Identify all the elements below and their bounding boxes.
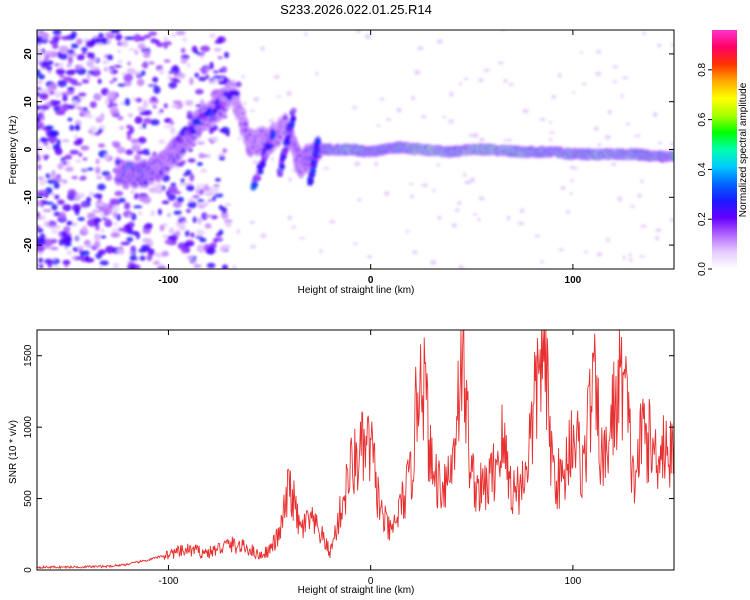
snr-panel: -100 0 100 0 500 1000 1500 Height of straight…	[8, 329, 675, 596]
spectrogram-y-tick-label: -20	[23, 237, 34, 252]
figure-title: S233.2026.022.01.25.R14	[280, 2, 432, 17]
spectrogram-y-ticks: -20 -10 0 10 20	[23, 48, 674, 252]
snr-x-tick-label: 0	[368, 576, 374, 587]
spectrogram-heatmap	[37, 30, 674, 269]
snr-frame	[36, 329, 675, 571]
snr-y-tick-label: 500	[23, 490, 34, 507]
snr-x-tick-label: -100	[158, 576, 178, 587]
spectrogram-y-axis-title: Frequency (Hz)	[8, 116, 19, 185]
spectrogram-y-tick-label: -10	[23, 190, 34, 205]
colorbar-tick-label: 0.2	[697, 212, 708, 226]
snr-y-axis-title: SNR (10 * v/v)	[8, 420, 19, 484]
snr-series-line	[37, 330, 674, 570]
colorbar-tick-label: 0.0	[697, 262, 708, 276]
spectrogram-x-ticks: -100 0 100	[158, 30, 582, 286]
colorbar-tick-label: 0.6	[697, 112, 708, 126]
colorbar-bar	[712, 30, 737, 269]
colorbar-tick-label: 0.8	[697, 62, 708, 76]
snr-y-tick-label: 1000	[23, 416, 34, 439]
spectrogram-x-axis-title: Height of straight line (km)	[298, 285, 415, 296]
snr-y-ticks: 0 500 1000 1500	[23, 344, 674, 573]
snr-x-ticks: -100 0 100	[158, 330, 582, 587]
snr-y-tick-label: 0	[23, 567, 34, 573]
snr-x-tick-label: 100	[565, 576, 582, 587]
colorbar-ticks: 0.0 0.2 0.4 0.6 0.8	[697, 62, 712, 276]
snr-x-axis-title: Height of straight line (km)	[298, 585, 415, 596]
spectrogram-x-tick-label: -100	[158, 275, 178, 286]
spectrogram-y-tick-label: 20	[23, 48, 34, 60]
colorbar-title: Normalized spectral amplitude	[738, 82, 749, 217]
spectrogram-y-tick-label: 0	[23, 146, 34, 152]
spectrogram-x-tick-label: 0	[368, 275, 374, 286]
snr-y-tick-label: 1500	[23, 344, 34, 367]
colorbar: 0.0 0.2 0.4 0.6 0.8 Normalized spectral ampl…	[697, 30, 749, 276]
colorbar-tick-label: 0.4	[697, 162, 708, 176]
spectrogram-x-tick-label: 100	[565, 275, 582, 286]
spectrogram-y-tick-label: 10	[23, 96, 34, 108]
